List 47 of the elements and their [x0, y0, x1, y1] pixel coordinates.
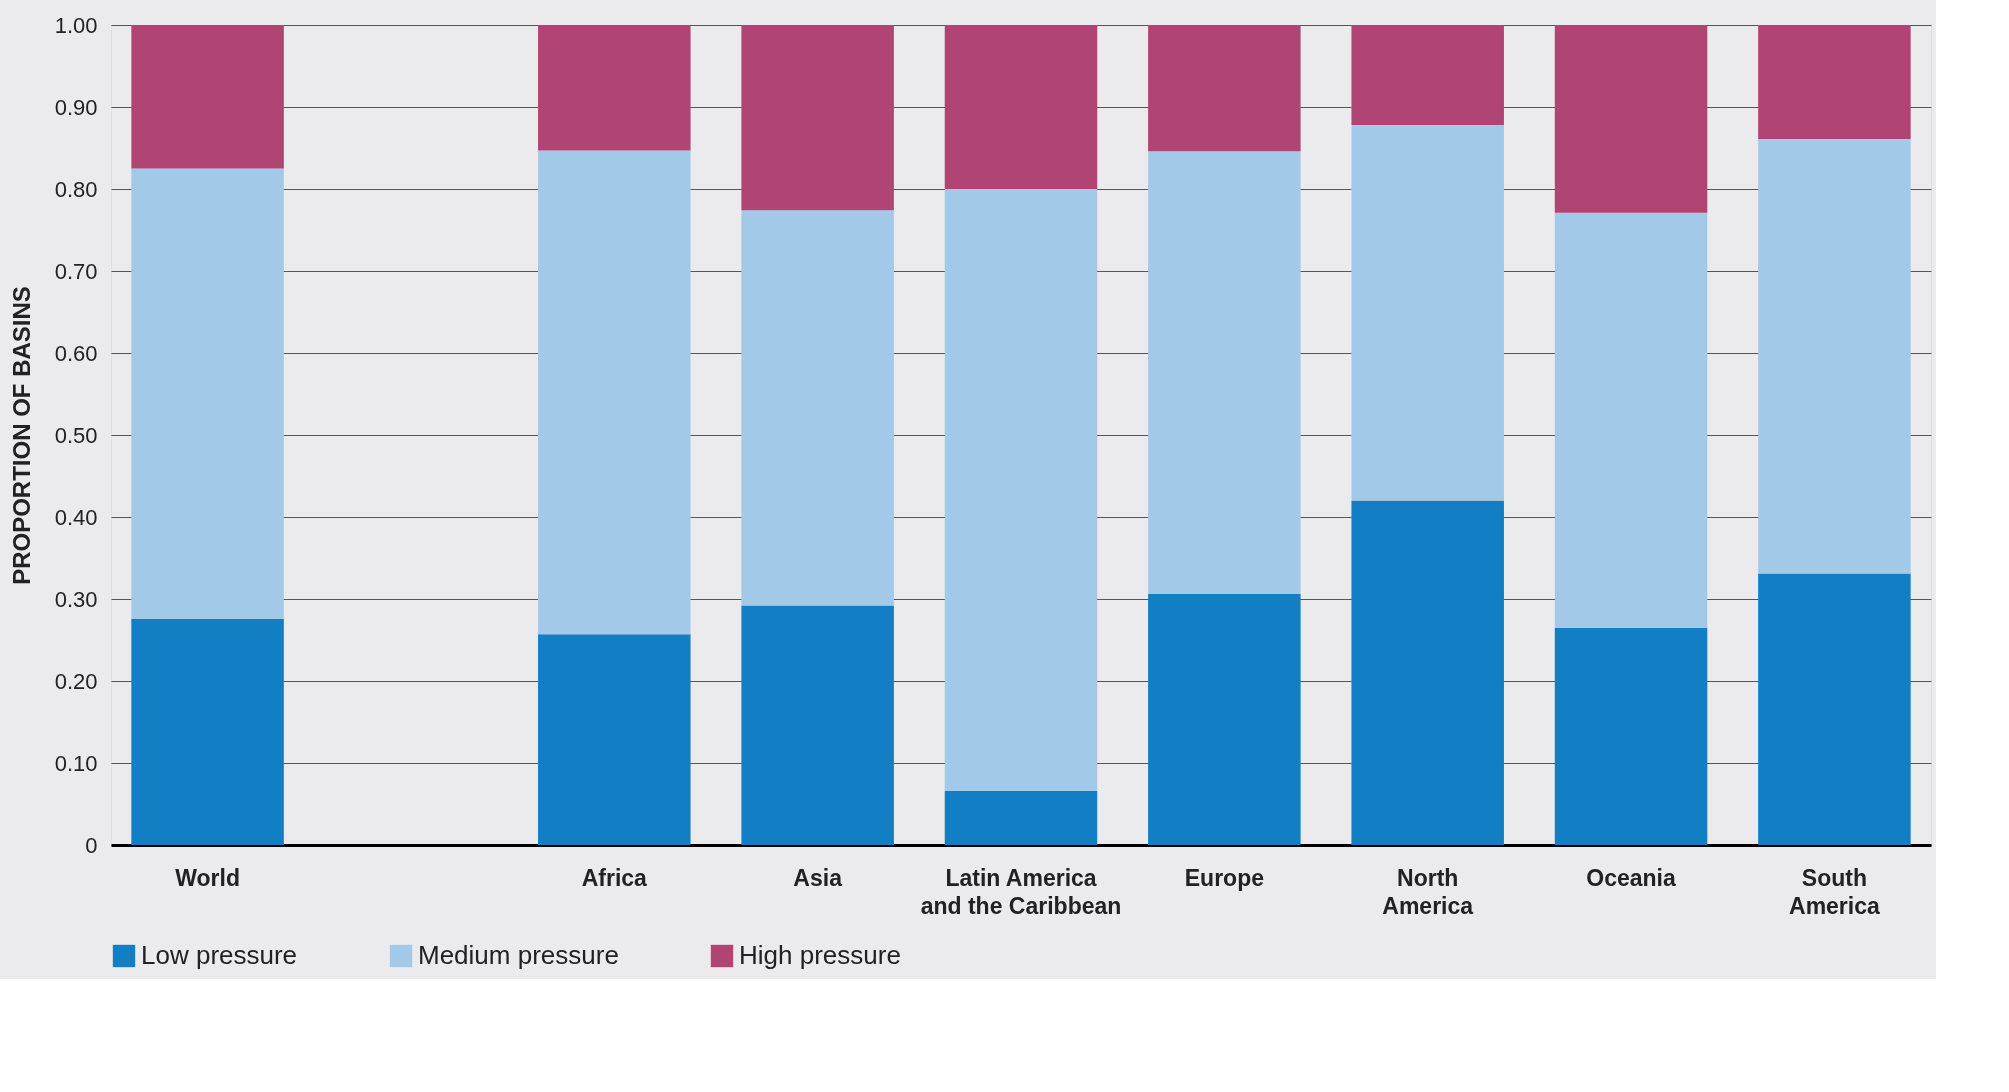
bar — [1351, 125, 1504, 501]
bar — [741, 210, 894, 606]
legend-label: High pressure — [739, 940, 901, 970]
bar — [741, 605, 894, 845]
legend-label: Medium pressure — [418, 940, 619, 970]
x-tick-label: South America — [1789, 864, 1880, 919]
bar — [1148, 151, 1301, 595]
bar — [1554, 627, 1708, 845]
legend-label: Low pressure — [141, 940, 298, 970]
bar — [1758, 138, 1911, 574]
bar — [1758, 25, 1911, 139]
y-tick-label: 0.40 — [54, 504, 98, 530]
y-tick-label: 1.00 — [54, 12, 98, 38]
bar — [1554, 212, 1708, 628]
bar — [538, 634, 691, 845]
bar — [1148, 25, 1301, 152]
bar — [538, 25, 691, 151]
y-tick-label: 0.10 — [54, 750, 98, 776]
bar — [1351, 25, 1504, 126]
bar — [1758, 573, 1911, 845]
x-tick-label: Latin America and the Caribbean — [920, 864, 1122, 919]
bar — [741, 25, 894, 211]
x-tick-label: Europe — [1184, 864, 1264, 891]
x-tick-label: Asia — [793, 864, 843, 891]
y-tick-label: 0.50 — [54, 422, 98, 448]
y-tick-label: 0.20 — [54, 668, 98, 694]
x-tick-label: World — [175, 864, 240, 891]
x-tick-label: Oceania — [1586, 864, 1677, 891]
x-tick-label: North America — [1382, 864, 1474, 919]
y-tick-label: 0.90 — [54, 94, 98, 120]
bar — [131, 618, 284, 845]
bar — [131, 25, 284, 169]
bar — [944, 25, 1098, 189]
bar — [131, 168, 284, 619]
bar — [1351, 500, 1504, 845]
bar — [1554, 25, 1708, 213]
bar — [944, 790, 1098, 845]
y-axis-title: PROPORTION OF BASINS — [7, 286, 35, 585]
y-tick-label: 0.60 — [54, 340, 98, 366]
x-tick-label: Africa — [581, 864, 648, 891]
bar — [944, 189, 1098, 791]
bar — [538, 150, 691, 635]
y-tick-label: 0.80 — [54, 176, 98, 202]
y-tick-label: 0.30 — [54, 586, 98, 612]
bar — [1148, 594, 1301, 845]
y-tick-label: 0.70 — [54, 258, 98, 284]
y-tick-label: 0 — [85, 832, 98, 858]
